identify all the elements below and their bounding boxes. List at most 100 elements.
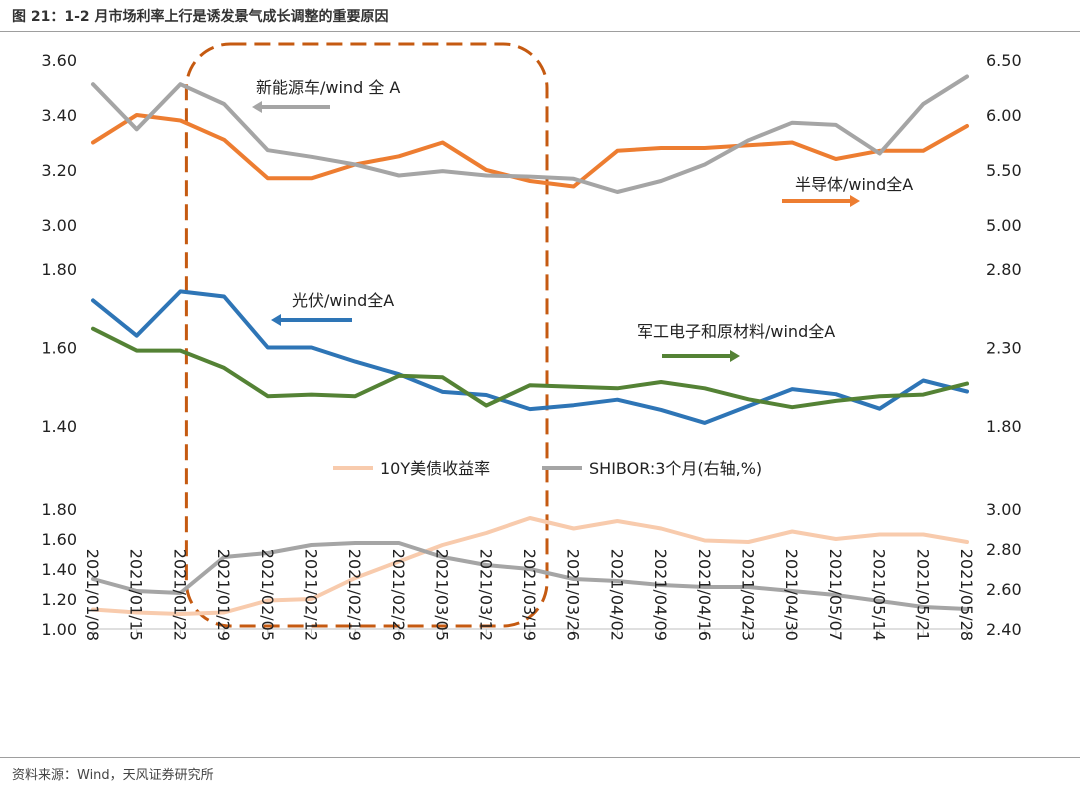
data-point xyxy=(703,146,707,150)
left-tick-label: 1.80 xyxy=(41,260,77,279)
data-point xyxy=(222,555,226,559)
data-point xyxy=(572,385,576,389)
data-point xyxy=(135,334,139,338)
data-point xyxy=(353,541,357,545)
data-point xyxy=(790,589,794,593)
data-point xyxy=(135,113,139,117)
right-tick-label: 2.80 xyxy=(986,260,1022,279)
data-point xyxy=(921,605,925,609)
x-tick-label: 2021/04/30 xyxy=(782,549,801,641)
right-tick-label: 2.80 xyxy=(986,540,1022,559)
legend-label-treasury: 10Y美债收益率 xyxy=(380,459,490,478)
x-tick-label: 2021/03/26 xyxy=(564,549,583,641)
data-point xyxy=(91,608,95,611)
data-point xyxy=(91,298,95,302)
annotation-label: 半导体/wind全A xyxy=(795,175,913,194)
right-tick-label: 6.00 xyxy=(986,106,1022,125)
data-point xyxy=(790,387,794,391)
data-point xyxy=(965,540,969,544)
data-point xyxy=(528,383,532,387)
x-tick-label: 2021/02/26 xyxy=(389,549,408,641)
data-point xyxy=(266,346,270,349)
left-tick-label: 1.40 xyxy=(41,560,77,579)
x-tick-label: 2021/05/07 xyxy=(826,549,845,641)
annotation-arrow-pv-head xyxy=(271,314,281,326)
annotation-arrow-military-head xyxy=(730,350,740,362)
left-tick-label: 3.20 xyxy=(41,161,77,180)
x-tick-label: 2021/04/09 xyxy=(651,549,670,641)
data-point xyxy=(921,393,925,397)
x-tick-label: 2021/01/29 xyxy=(214,549,233,641)
data-point xyxy=(659,527,663,530)
data-point xyxy=(659,380,663,384)
x-tick-label: 2021/02/05 xyxy=(258,549,277,641)
data-point xyxy=(135,127,139,131)
data-point xyxy=(965,382,969,386)
data-point xyxy=(353,163,357,166)
data-point xyxy=(178,119,182,122)
data-point xyxy=(615,386,619,390)
source-note: 资料来源：Wind，天风证券研究所 xyxy=(12,768,214,783)
data-point xyxy=(310,543,313,547)
data-point xyxy=(222,366,226,370)
data-point xyxy=(834,123,838,127)
x-tick-label: 2021/01/08 xyxy=(83,549,102,641)
footer-divider xyxy=(0,757,1080,758)
data-point xyxy=(397,154,401,158)
data-point xyxy=(747,540,750,544)
data-point xyxy=(310,176,313,180)
data-point xyxy=(484,404,488,408)
data-point xyxy=(747,143,750,147)
x-tick-label: 2021/03/12 xyxy=(476,549,495,641)
data-point xyxy=(878,533,882,536)
data-point xyxy=(528,179,532,183)
x-tick-label: 2021/04/23 xyxy=(739,549,758,641)
data-point xyxy=(615,398,619,402)
data-point xyxy=(397,374,401,378)
data-point xyxy=(703,421,707,425)
data-point xyxy=(91,577,95,581)
x-tick-label: 2021/04/16 xyxy=(695,549,714,641)
left-tick-label: 1.40 xyxy=(41,417,77,436)
data-point xyxy=(659,179,663,183)
data-point xyxy=(178,591,182,595)
x-tick-label: 2021/05/14 xyxy=(870,549,889,641)
data-point xyxy=(484,531,488,535)
series-line-middle-0 xyxy=(91,289,969,425)
data-point xyxy=(91,141,95,144)
right-tick-label: 5.00 xyxy=(986,216,1022,235)
x-tick-label: 2021/05/21 xyxy=(913,549,932,641)
data-point xyxy=(266,551,270,555)
data-point xyxy=(441,169,445,173)
x-tick-label: 2021/03/05 xyxy=(433,549,452,641)
data-point xyxy=(572,185,576,188)
x-tick-label: 2021/02/12 xyxy=(302,549,321,641)
data-point xyxy=(615,579,619,583)
data-point xyxy=(484,168,488,172)
data-point xyxy=(572,403,576,407)
x-tick-label: 2021/02/19 xyxy=(345,549,364,641)
data-point xyxy=(397,560,401,563)
right-tick-label: 3.00 xyxy=(986,500,1022,519)
data-point xyxy=(484,563,488,567)
annotation-label: 新能源车/wind 全 A xyxy=(256,78,400,97)
annotation-arrow-semi-head xyxy=(850,195,860,207)
highlight-dashed-box xyxy=(184,42,549,628)
data-point xyxy=(266,394,270,398)
annotation-label: 光伏/wind全A xyxy=(292,291,394,310)
data-point xyxy=(310,155,313,159)
data-point xyxy=(921,379,925,382)
data-point xyxy=(834,399,838,403)
data-point xyxy=(615,190,619,194)
data-point xyxy=(353,360,357,364)
data-point xyxy=(834,593,838,597)
data-point xyxy=(91,327,95,331)
data-point xyxy=(528,407,532,411)
left-tick-label: 3.40 xyxy=(41,106,77,125)
data-point xyxy=(790,121,794,125)
data-point xyxy=(921,533,925,536)
data-point xyxy=(484,393,488,397)
data-point xyxy=(747,397,750,401)
left-tick-label: 1.60 xyxy=(41,339,77,358)
left-tick-label: 1.60 xyxy=(41,530,77,549)
